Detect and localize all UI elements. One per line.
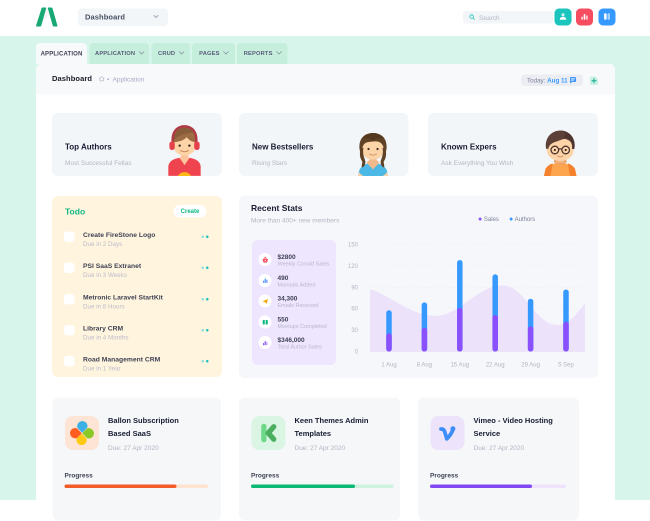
svg-text:22 Aug: 22 Aug xyxy=(486,363,505,369)
svg-text:1 Aug: 1 Aug xyxy=(381,363,396,369)
svg-text:29 Aug: 29 Aug xyxy=(521,363,540,369)
svg-text:5 Sep: 5 Sep xyxy=(558,363,574,369)
svg-text:15 Aug: 15 Aug xyxy=(450,363,469,369)
svg-text:8 Aug: 8 Aug xyxy=(417,363,432,369)
svg-text:0: 0 xyxy=(355,350,359,356)
svg-text:30: 30 xyxy=(351,328,358,334)
svg-text:60: 60 xyxy=(351,307,358,313)
svg-text:120: 120 xyxy=(348,264,359,270)
svg-text:150: 150 xyxy=(348,243,359,249)
svg-text:90: 90 xyxy=(351,285,358,291)
